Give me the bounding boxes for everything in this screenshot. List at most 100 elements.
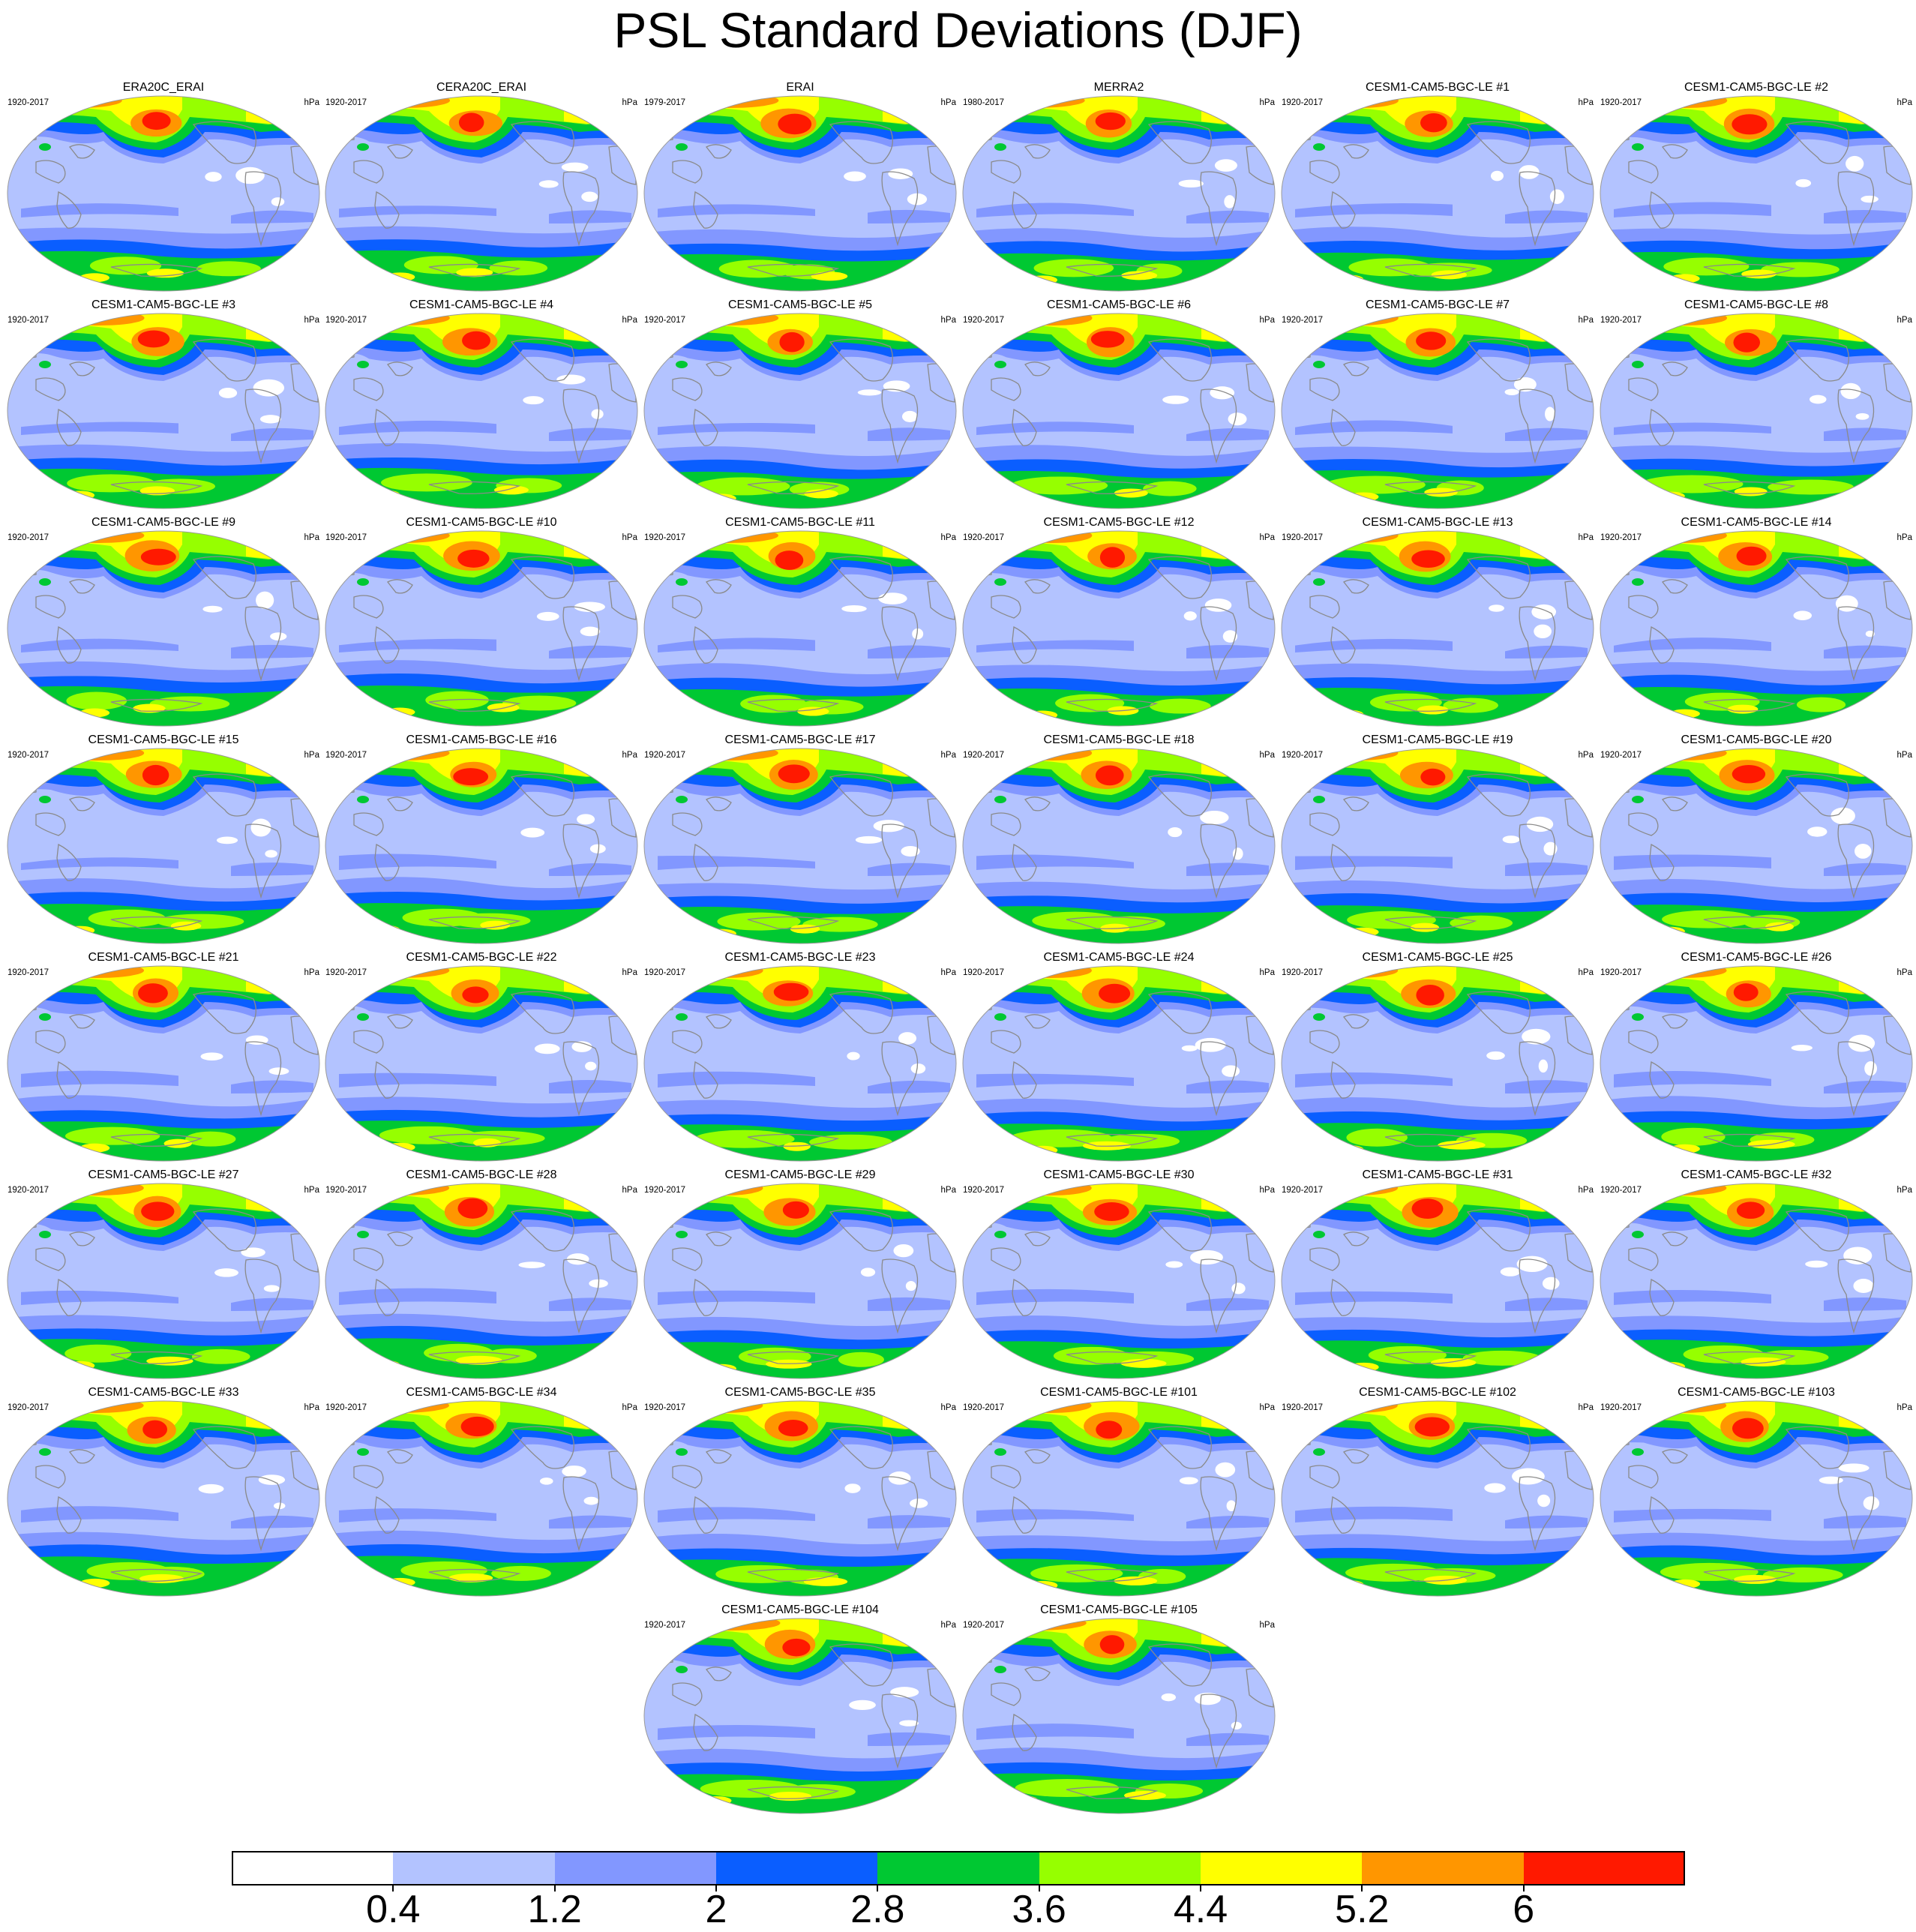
map-plot [1600,965,1913,1162]
map-panel: CESM1-CAM5-BGC-LE #104 1920-2017 hPa [643,1604,958,1817]
panel-units: hPa [940,968,956,977]
field-level-7 [271,326,298,338]
coastline [829,1643,893,1687]
coastline [7,774,37,794]
coastline [1343,796,1369,812]
field-level-0 [256,591,274,610]
coastline [672,812,703,836]
field-level-0 [259,415,281,424]
map-border [643,1400,957,1597]
map-panel: CESM1-CAM5-BGC-LE #2 1920-2017 hPa [1599,81,1914,295]
field-level-7 [1861,760,1889,772]
coastline [192,556,256,599]
field-level-6 [163,1138,192,1148]
map-panel: CESM1-CAM5-BGC-LE #21 1920-2017 hPa [6,951,321,1165]
panel-title: CESM1-CAM5-BGC-LE #9 [91,516,236,529]
field-level-0 [1542,1276,1560,1290]
colorbar-label: 2.8 [850,1888,905,1931]
coastline [991,377,1021,401]
field-level-6 [139,1574,184,1583]
coastline [881,824,919,899]
figure-title: PSL Standard Deviations (DJF) [613,2,1303,58]
map-panel: CESM1-CAM5-BGC-LE #6 1920-2017 hPa [961,298,1276,512]
map-border [643,530,957,727]
coastline [1147,556,1212,599]
field-level-0 [562,1466,586,1478]
field-level-5 [1761,262,1840,278]
coastline [1282,992,1311,1012]
map-plot [643,1618,957,1814]
field-level-7 [1866,1196,1894,1208]
field-level-0 [1840,382,1861,400]
coastline [387,1232,413,1246]
panel-units: hPa [304,316,319,325]
field-level-6 [1027,275,1058,285]
panel-title: CESM1-CAM5-BGC-LE #14 [1681,516,1832,529]
coastline [1384,1133,1477,1147]
coastline [56,844,82,881]
coastline [644,774,673,794]
map-panel: CESM1-CAM5-BGC-LE #102 1920-2017 hPa [1280,1386,1595,1600]
panel-title: CESM1-CAM5-BGC-LE #11 [725,516,875,529]
field-level-2 [21,1070,178,1088]
field-level-7 [595,1413,622,1425]
map-panel: CESM1-CAM5-BGC-LE #103 1920-2017 hPa [1599,1386,1914,1600]
map-panel: CESM1-CAM5-BGC-LE #33 1920-2017 hPa [6,1386,321,1600]
map-border [1600,748,1913,944]
field-level-0 [890,1687,919,1698]
field-level-0 [1863,1496,1880,1510]
field-level-2 [658,638,815,652]
coastline [747,1568,840,1582]
field-level-7 [1537,326,1564,338]
panel-units: hPa [1259,316,1275,325]
panel-title: CESM1-CAM5-BGC-LE #22 [406,951,557,964]
coastline [7,122,37,142]
map-plot [7,1400,320,1597]
coastline [1384,1568,1477,1582]
map-border [7,313,320,509]
field-level-0 [1226,1500,1237,1511]
field-level-8 [62,966,112,972]
field-level-5 [1030,1564,1123,1582]
field-level-2 [21,203,178,218]
field-level-0 [1793,610,1812,621]
coastline [1147,773,1212,817]
field-level-6 [1431,1358,1477,1367]
field-level-8 [1646,1184,1699,1190]
coastline [1662,796,1688,812]
coastline [1466,121,1531,164]
field-level-2 [868,1515,950,1528]
field-level-8 [1094,1202,1129,1221]
field-level-7 [1862,108,1890,120]
panel-units: hPa [1897,751,1912,760]
panel-title: CESM1-CAM5-BGC-LE #104 [721,1604,879,1616]
field-level-2 [549,1298,631,1311]
field-level-7 [1227,1630,1255,1642]
panel-units: hPa [1578,98,1594,107]
field-level-6 [691,1146,721,1156]
field-level-4 [39,143,51,151]
field-level-0 [893,1244,914,1258]
coastline [510,991,574,1034]
coastline [1309,1247,1340,1271]
field-level-5 [1768,479,1854,495]
field-level-2 [868,209,950,224]
coastline [1200,1694,1237,1769]
field-level-0 [844,1484,861,1493]
coastline [991,812,1021,836]
coastline [672,1247,703,1271]
coastline [1012,1496,1037,1534]
field-level-0 [1162,395,1189,404]
coastline [325,1209,355,1229]
map-border [325,1183,638,1379]
panel-years: 1920-2017 [1282,1403,1323,1412]
panel-years: 1920-2017 [1282,533,1323,542]
map-plot [643,1183,957,1379]
coastline [1628,595,1659,619]
map-border [325,748,638,944]
field-level-4 [676,796,688,803]
coastline [1066,1786,1159,1799]
coastline [374,1496,400,1534]
field-level-7 [901,108,928,120]
panel-units: hPa [1897,98,1912,107]
